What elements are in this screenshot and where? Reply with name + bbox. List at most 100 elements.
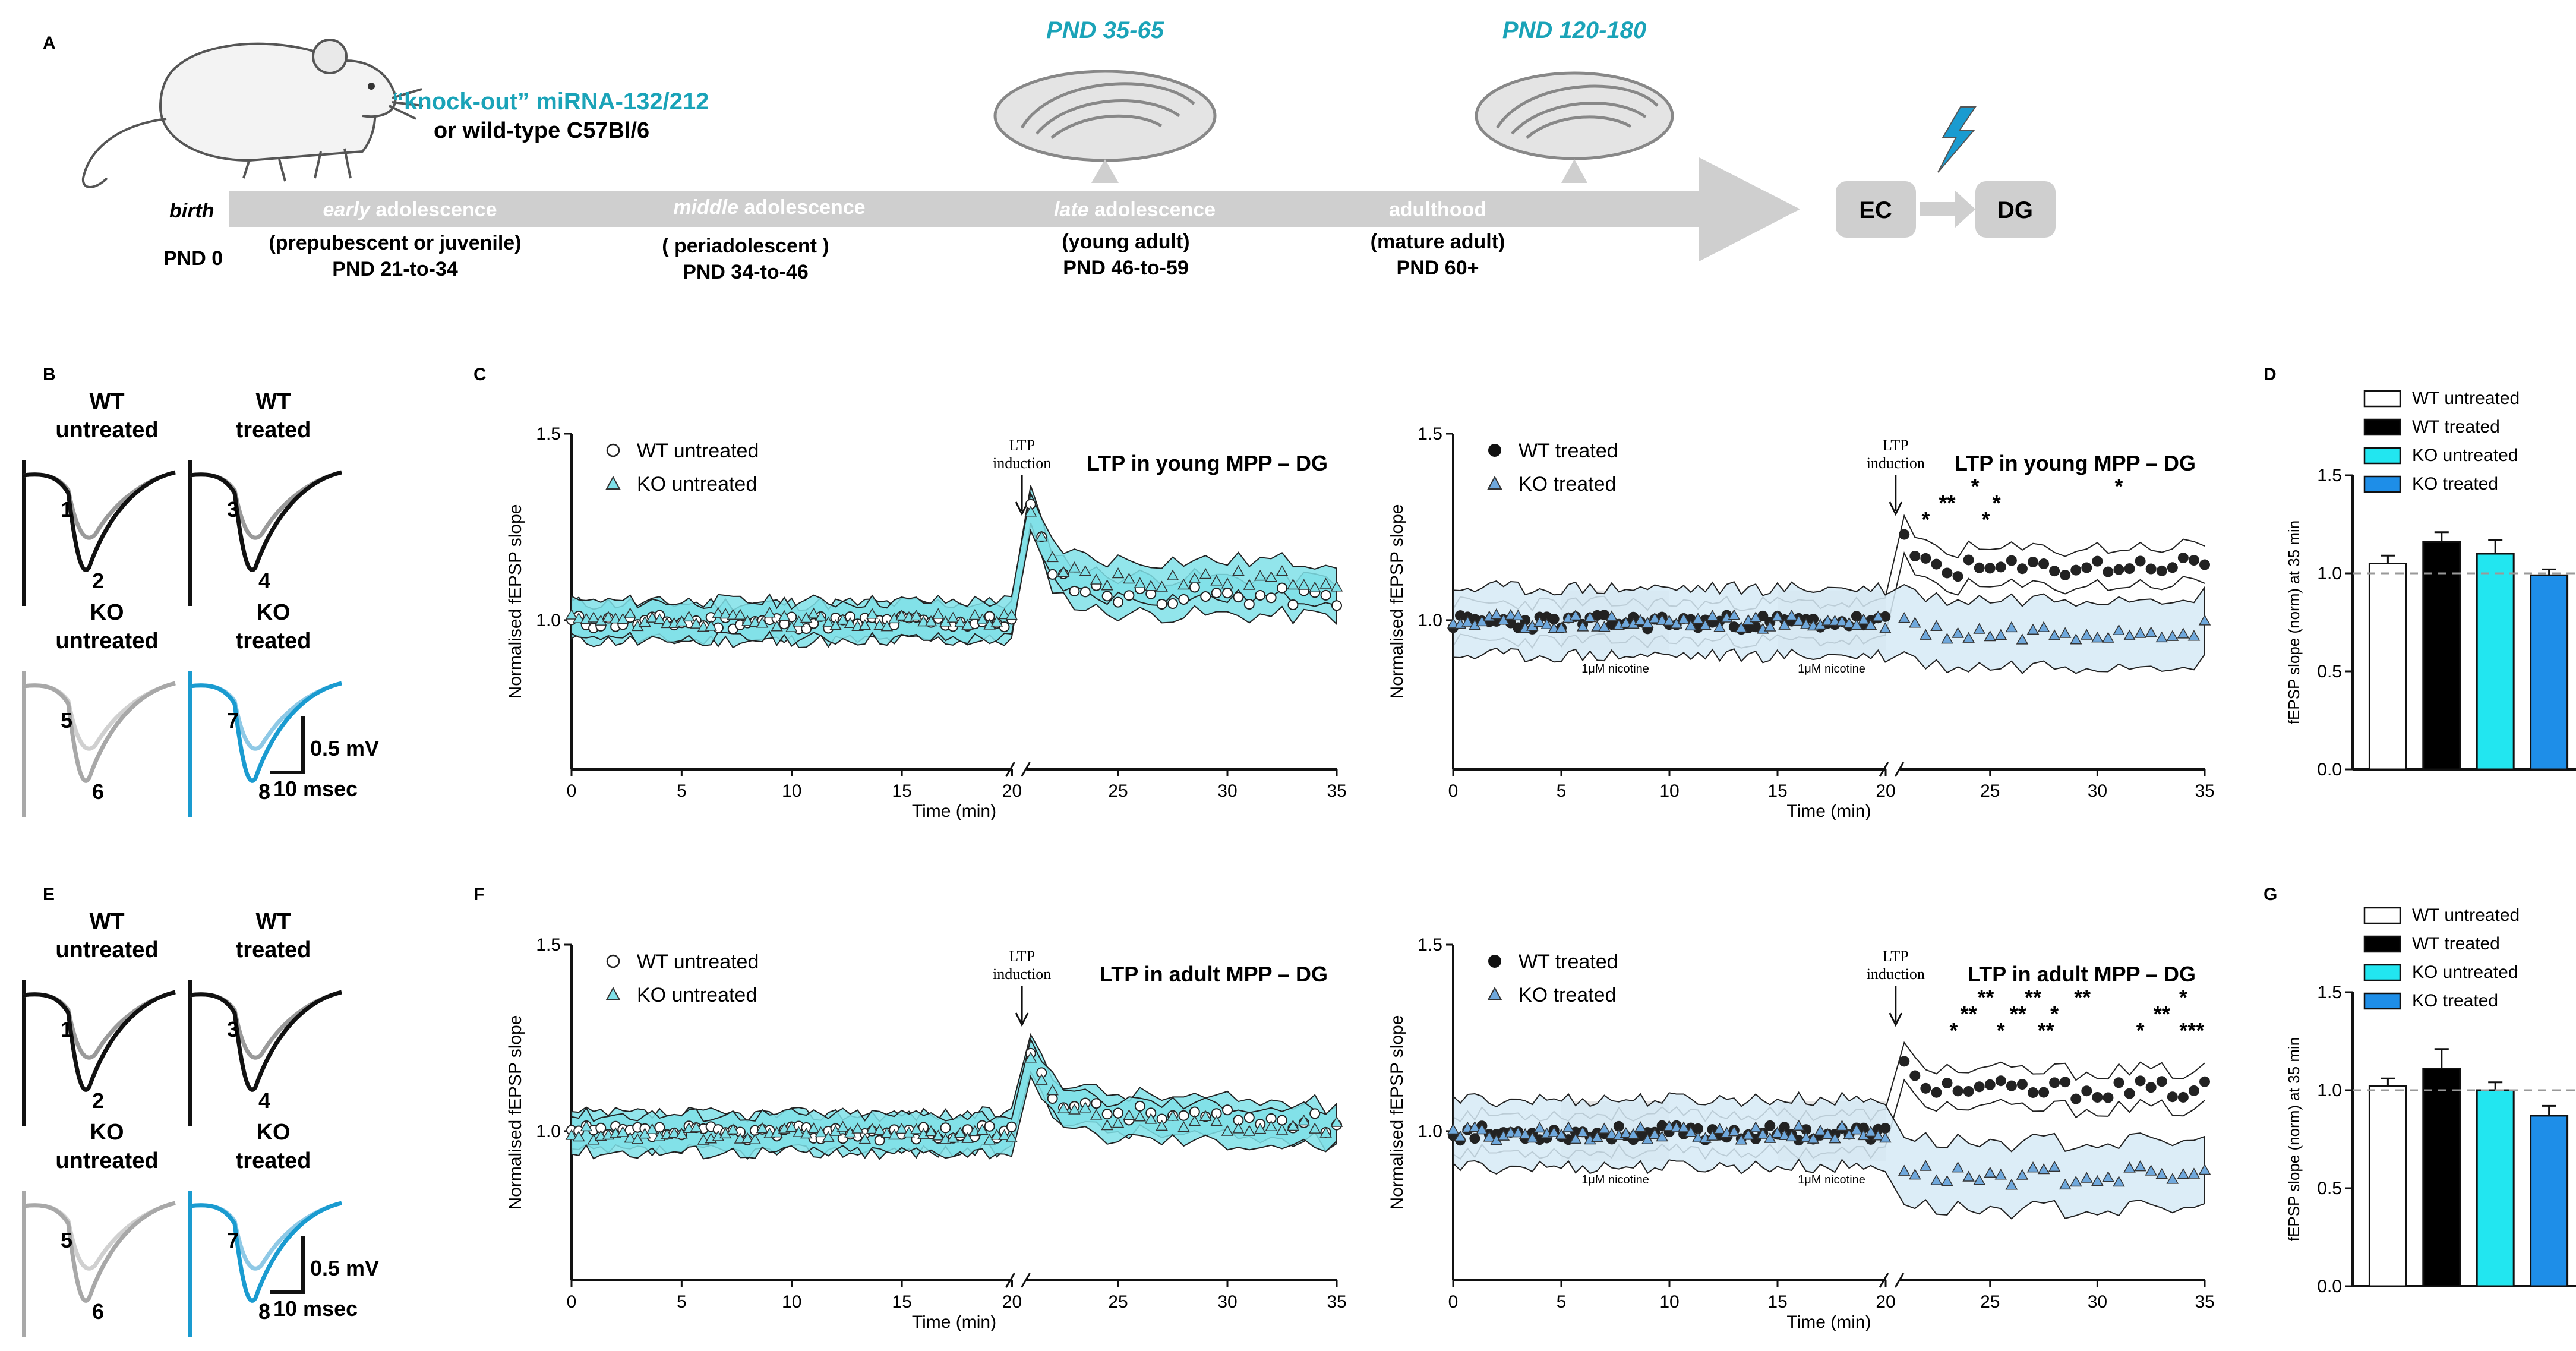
data-point-ko bbox=[1814, 1124, 1827, 1136]
data-point-ko bbox=[1584, 611, 1596, 623]
data-point-ko bbox=[2005, 621, 2018, 633]
chart-c-left: 1.5 1.0 0 5 10 15 20 25 30 35 Time (min) Normalised… bbox=[506, 424, 1347, 821]
x-tick-label: 10 bbox=[1659, 781, 1679, 801]
data-point-ko bbox=[1046, 551, 1059, 563]
data-point-ko bbox=[1079, 565, 1092, 576]
trace-number-b: 8 bbox=[258, 1299, 270, 1324]
data-point-wt bbox=[2124, 563, 2135, 575]
data-point-ko bbox=[617, 613, 629, 624]
data-point-ko bbox=[998, 1129, 1011, 1140]
data-point-ko bbox=[756, 1122, 769, 1134]
data-point-ko bbox=[587, 611, 600, 623]
data-point-wt bbox=[2113, 1077, 2124, 1088]
significance-marker: * bbox=[1971, 474, 1979, 498]
data-point-wt bbox=[1963, 1085, 1974, 1097]
data-point-ko bbox=[1620, 617, 1633, 628]
data-point-ko bbox=[771, 620, 783, 632]
trace-group-3-adult: KO untreated 5 6 bbox=[22, 1120, 176, 1337]
trace-number-b: 6 bbox=[92, 1299, 104, 1324]
data-point-ko bbox=[749, 1133, 762, 1145]
data-point-ko bbox=[1156, 1119, 1168, 1131]
data-point-wt bbox=[1974, 562, 1985, 573]
data-point-wt bbox=[1995, 561, 2006, 573]
y-axis-label: Normalised fEPSP slope bbox=[1387, 504, 1407, 699]
data-point-ko bbox=[1973, 623, 1985, 634]
data-point-ko bbox=[2081, 1172, 2093, 1183]
x-tick-label: 20 bbox=[1002, 1292, 1022, 1312]
data-point-ko bbox=[1112, 1116, 1125, 1128]
data-point-ko bbox=[1254, 1123, 1267, 1134]
nicotine-label: 1μM nicotine bbox=[1581, 662, 1649, 676]
data-point-ko bbox=[712, 607, 725, 618]
data-point-wt bbox=[1243, 1112, 1255, 1123]
data-point-ko bbox=[954, 616, 967, 627]
significance-marker: * bbox=[1949, 1018, 1958, 1043]
chart-f-left: 1.5 1.0 0 5 10 15 20 25 30 35 Time (min) Normalised… bbox=[506, 935, 1347, 1332]
slice-young-label: PND 35-65 bbox=[1046, 17, 1164, 43]
data-point-wt bbox=[1189, 582, 1200, 593]
data-point-wt bbox=[1255, 590, 1266, 601]
ltp-annotation-line2: induction bbox=[1867, 965, 1925, 983]
data-point-ko bbox=[932, 1129, 945, 1141]
data-point-ko bbox=[1533, 615, 1546, 627]
data-point-ko bbox=[851, 1122, 864, 1134]
data-point-ko bbox=[1771, 610, 1783, 621]
data-point-ko bbox=[822, 616, 835, 627]
bar-3 bbox=[2476, 1089, 2515, 1287]
data-point-wt bbox=[1101, 1109, 1113, 1120]
data-point-wt bbox=[1123, 590, 1135, 601]
data-point-ko bbox=[2102, 632, 2114, 643]
data-point-wt bbox=[1920, 1082, 1931, 1094]
data-point-wt bbox=[1156, 598, 1167, 610]
legend-swatch-4 bbox=[2363, 475, 2401, 493]
data-point-ko bbox=[727, 1123, 740, 1135]
data-point-ko bbox=[1548, 1126, 1560, 1137]
trace-name-line1: WT bbox=[89, 909, 124, 934]
trace-post bbox=[190, 681, 342, 783]
data-point-ko bbox=[1232, 1122, 1245, 1134]
data-point-ko bbox=[793, 1126, 805, 1137]
data-point-ko bbox=[2166, 630, 2179, 641]
data-point-ko bbox=[2005, 1179, 2018, 1190]
legend-swatch-4 bbox=[2363, 992, 2401, 1010]
x-tick-label: 0 bbox=[567, 1292, 577, 1312]
data-point-ko bbox=[822, 1131, 835, 1142]
data-point-ko bbox=[1605, 610, 1618, 621]
data-point-ko bbox=[1243, 1125, 1256, 1136]
data-point-ko bbox=[1461, 615, 1474, 627]
trace-name-line2: untreated bbox=[55, 938, 158, 962]
data-point-wt bbox=[2167, 562, 2178, 573]
data-point-ko bbox=[1123, 572, 1135, 584]
data-point-wt bbox=[1984, 1079, 1996, 1090]
data-point-ko bbox=[1598, 1122, 1611, 1134]
data-point-ko bbox=[1090, 1109, 1103, 1120]
data-point-wt bbox=[2177, 1091, 2189, 1103]
legend-label: KO treated bbox=[1519, 473, 1616, 495]
data-point-ko bbox=[1210, 1115, 1223, 1126]
data-point-ko bbox=[2198, 1163, 2211, 1175]
data-point-ko bbox=[1079, 1101, 1092, 1113]
nicotine-label: 1μM nicotine bbox=[1798, 1173, 1865, 1186]
data-point-ko bbox=[1994, 1169, 2007, 1180]
x-tick-label: 30 bbox=[1217, 1292, 1237, 1312]
x-tick-label: 20 bbox=[1002, 781, 1022, 801]
legend-marker bbox=[1487, 475, 1502, 490]
data-point-ko bbox=[1533, 1122, 1546, 1133]
data-point-wt bbox=[984, 1120, 995, 1132]
data-point-ko bbox=[1984, 630, 1997, 642]
y-tick-label: 1.0 bbox=[536, 1122, 561, 1141]
data-point-wt bbox=[2081, 562, 2092, 573]
data-point-ko bbox=[807, 607, 820, 618]
data-point-ko bbox=[1330, 580, 1343, 592]
data-point-wt bbox=[1277, 1115, 1288, 1126]
hippocampus-slice-young-icon bbox=[993, 70, 1217, 162]
data-point-ko bbox=[1123, 1109, 1135, 1120]
data-point-wt bbox=[1974, 1081, 1985, 1093]
panel-label-b: B bbox=[43, 365, 56, 384]
data-point-ko bbox=[572, 1130, 585, 1142]
data-point-ko bbox=[1287, 1119, 1299, 1131]
data-point-ko bbox=[2048, 1160, 2061, 1172]
data-point-ko bbox=[1778, 618, 1791, 630]
axis-break bbox=[1005, 762, 1031, 777]
data-point-wt bbox=[1331, 600, 1342, 611]
